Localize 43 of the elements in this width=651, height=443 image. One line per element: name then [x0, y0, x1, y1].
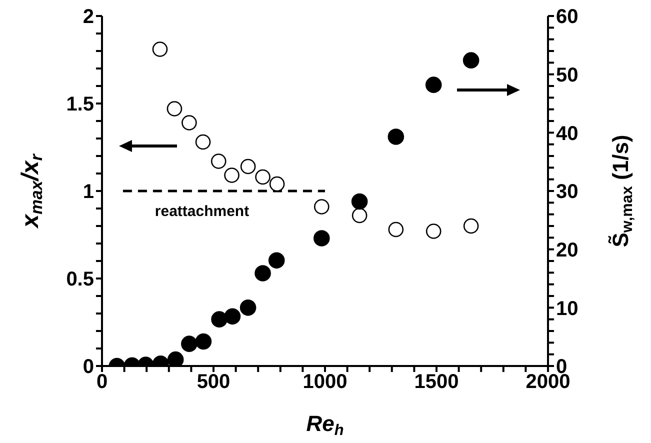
- point: [240, 300, 256, 316]
- point: [269, 176, 285, 192]
- point: [211, 311, 228, 328]
- point: [167, 351, 184, 366]
- y-tick-label: 1: [82, 181, 94, 204]
- point: [352, 208, 368, 224]
- y-tick-label: 2: [82, 6, 94, 28]
- point: [314, 230, 330, 246]
- annotation: reattachment: [154, 203, 250, 220]
- point: [224, 168, 240, 183]
- y2-tick-label: 10: [556, 298, 578, 320]
- point: [166, 101, 182, 116]
- point: [463, 218, 479, 234]
- y2-tick-label: 40: [556, 122, 578, 145]
- point: [388, 128, 404, 145]
- point: [195, 333, 212, 350]
- point: [351, 193, 368, 210]
- point: [462, 52, 480, 68]
- point: [425, 76, 442, 93]
- x-tick-label: 1000: [302, 371, 348, 394]
- point: [195, 134, 211, 150]
- point: [181, 336, 198, 352]
- y-tick-label: 1.5: [66, 94, 94, 116]
- point: [314, 199, 330, 214]
- x-tick-label: 500: [196, 371, 230, 394]
- point: [182, 115, 197, 130]
- point: [240, 158, 256, 174]
- y2-tick-label: 30: [556, 181, 578, 204]
- y2-tick-label: 60: [556, 6, 578, 28]
- point: [254, 265, 271, 282]
- point: [224, 308, 241, 325]
- y2-tick-label: 50: [556, 64, 578, 86]
- point: [255, 169, 270, 185]
- point: [388, 222, 404, 238]
- point: [426, 224, 442, 239]
- x-tick-label: 1500: [414, 371, 459, 394]
- point: [210, 154, 226, 169]
- y-tick-label: 0.5: [66, 268, 94, 291]
- x-axis-title: Re$_{h}$: [306, 411, 344, 439]
- y-tick-label: 0: [82, 356, 94, 378]
- y2-tick-label: 20: [556, 239, 578, 262]
- point: [268, 252, 285, 269]
- point: [152, 42, 168, 57]
